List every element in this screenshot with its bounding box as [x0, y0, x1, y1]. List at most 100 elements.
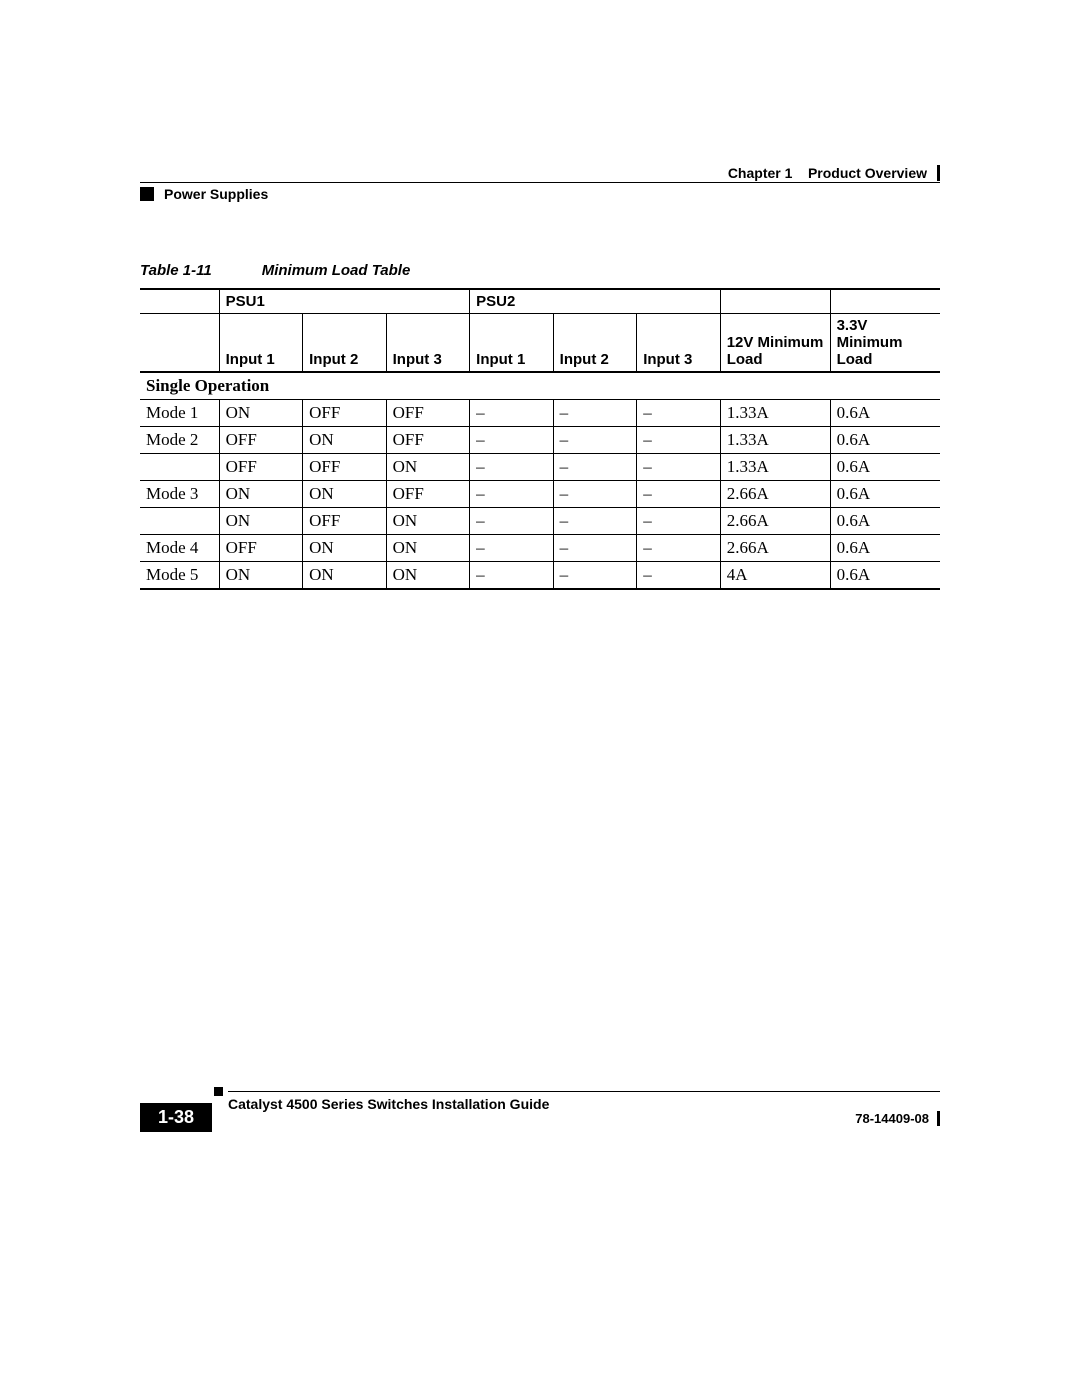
table-caption: Table 1-11 Minimum Load Table — [140, 262, 410, 279]
cell-p2i2: – — [553, 481, 637, 508]
table-row: ONOFFON–––2.66A0.6A — [140, 508, 940, 535]
table-row: Mode 3ONONOFF–––2.66A0.6A — [140, 481, 940, 508]
cell-p1i3: OFF — [386, 400, 470, 427]
cell-p1i2: OFF — [303, 454, 387, 481]
cell-p2i3: – — [637, 562, 721, 590]
cell-p2i2: – — [553, 400, 637, 427]
table-header-group-row: PSU1 PSU2 — [140, 289, 940, 314]
th-c5: Input 2 — [553, 314, 637, 373]
cell-p1i1: OFF — [219, 454, 303, 481]
cell-p1i1: OFF — [219, 535, 303, 562]
cell-p2i3: – — [637, 481, 721, 508]
cell-p2i1: – — [470, 535, 554, 562]
section-label: Single Operation — [140, 372, 940, 400]
th-c7: 12V Minimum Load — [720, 314, 830, 373]
cell-p2i1: – — [470, 400, 554, 427]
th-g4 — [830, 289, 940, 314]
th-c3: Input 3 — [386, 314, 470, 373]
cell-p1i1: ON — [219, 562, 303, 590]
cell-v12: 2.66A — [720, 508, 830, 535]
chapter-title: Product Overview — [808, 165, 927, 181]
table-header-row: Input 1 Input 2 Input 3 Input 1 Input 2 … — [140, 314, 940, 373]
cell-mode: Mode 4 — [140, 535, 219, 562]
table-row: OFFOFFON–––1.33A0.6A — [140, 454, 940, 481]
table-row: Mode 1ONOFFOFF–––1.33A0.6A — [140, 400, 940, 427]
header-left: Power Supplies — [140, 186, 268, 202]
cell-v33: 0.6A — [830, 508, 940, 535]
cell-p2i1: – — [470, 562, 554, 590]
cell-p2i1: – — [470, 427, 554, 454]
chapter-number: Chapter 1 — [728, 165, 793, 181]
cell-p1i1: ON — [219, 481, 303, 508]
cell-p1i3: ON — [386, 562, 470, 590]
header-rule — [140, 182, 940, 183]
cell-p1i2: OFF — [303, 400, 387, 427]
cell-p1i2: OFF — [303, 508, 387, 535]
th-psu1: PSU1 — [219, 289, 470, 314]
page: Chapter 1 Product Overview Power Supplie… — [0, 0, 1080, 1397]
th-g3 — [720, 289, 830, 314]
cell-p1i1: ON — [219, 508, 303, 535]
cell-p2i1: – — [470, 481, 554, 508]
th-blank — [140, 289, 219, 314]
th-c1: Input 1 — [219, 314, 303, 373]
cell-v12: 2.66A — [720, 535, 830, 562]
cell-mode — [140, 508, 219, 535]
minimum-load-table: PSU1 PSU2 Input 1 Input 2 Input 3 Input … — [140, 288, 940, 590]
doc-number: 78-14409-08 — [855, 1111, 940, 1126]
cell-p2i2: – — [553, 535, 637, 562]
footer-square-icon — [214, 1087, 223, 1096]
header-right: Chapter 1 Product Overview — [728, 165, 940, 181]
cell-p2i3: – — [637, 508, 721, 535]
cell-p2i1: – — [470, 508, 554, 535]
page-footer: Catalyst 4500 Series Switches Installati… — [140, 1091, 940, 1112]
cell-p1i2: ON — [303, 481, 387, 508]
cell-v12: 1.33A — [720, 454, 830, 481]
cell-v33: 0.6A — [830, 427, 940, 454]
cell-mode: Mode 1 — [140, 400, 219, 427]
th-c6: Input 3 — [637, 314, 721, 373]
cell-v12: 1.33A — [720, 427, 830, 454]
cell-p2i1: – — [470, 454, 554, 481]
th-c8: 3.3V Minimum Load — [830, 314, 940, 373]
cell-v33: 0.6A — [830, 535, 940, 562]
cell-p1i3: ON — [386, 535, 470, 562]
table-row: Mode 2OFFONOFF–––1.33A0.6A — [140, 427, 940, 454]
cell-mode — [140, 454, 219, 481]
cell-p2i3: – — [637, 400, 721, 427]
cell-v12: 4A — [720, 562, 830, 590]
th-c2: Input 2 — [303, 314, 387, 373]
cell-v33: 0.6A — [830, 400, 940, 427]
cell-p1i1: ON — [219, 400, 303, 427]
square-bullet-icon — [140, 187, 154, 201]
cell-p2i2: – — [553, 454, 637, 481]
cell-p2i2: – — [553, 562, 637, 590]
cell-mode: Mode 2 — [140, 427, 219, 454]
footer-rule — [228, 1091, 940, 1092]
cell-v33: 0.6A — [830, 481, 940, 508]
table-row: Mode 4OFFONON–––2.66A0.6A — [140, 535, 940, 562]
th-c0 — [140, 314, 219, 373]
cell-p1i3: ON — [386, 508, 470, 535]
table-title: Minimum Load Table — [262, 262, 411, 279]
cell-v12: 1.33A — [720, 400, 830, 427]
cell-p2i3: – — [637, 427, 721, 454]
cell-mode: Mode 3 — [140, 481, 219, 508]
cell-p1i2: ON — [303, 535, 387, 562]
cell-p2i3: – — [637, 454, 721, 481]
cell-p2i2: – — [553, 427, 637, 454]
cell-p2i3: – — [637, 535, 721, 562]
table-number: Table 1-11 — [140, 262, 212, 279]
cell-v33: 0.6A — [830, 454, 940, 481]
section-title: Power Supplies — [164, 186, 268, 202]
cell-p1i3: OFF — [386, 427, 470, 454]
th-c4: Input 1 — [470, 314, 554, 373]
cell-p1i2: ON — [303, 562, 387, 590]
cell-p1i1: OFF — [219, 427, 303, 454]
table-section-row: Single Operation — [140, 372, 940, 400]
table-row: Mode 5ONONON–––4A0.6A — [140, 562, 940, 590]
cell-p1i3: ON — [386, 454, 470, 481]
page-number: 1-38 — [140, 1103, 212, 1132]
cell-p1i3: OFF — [386, 481, 470, 508]
cell-p2i2: – — [553, 508, 637, 535]
